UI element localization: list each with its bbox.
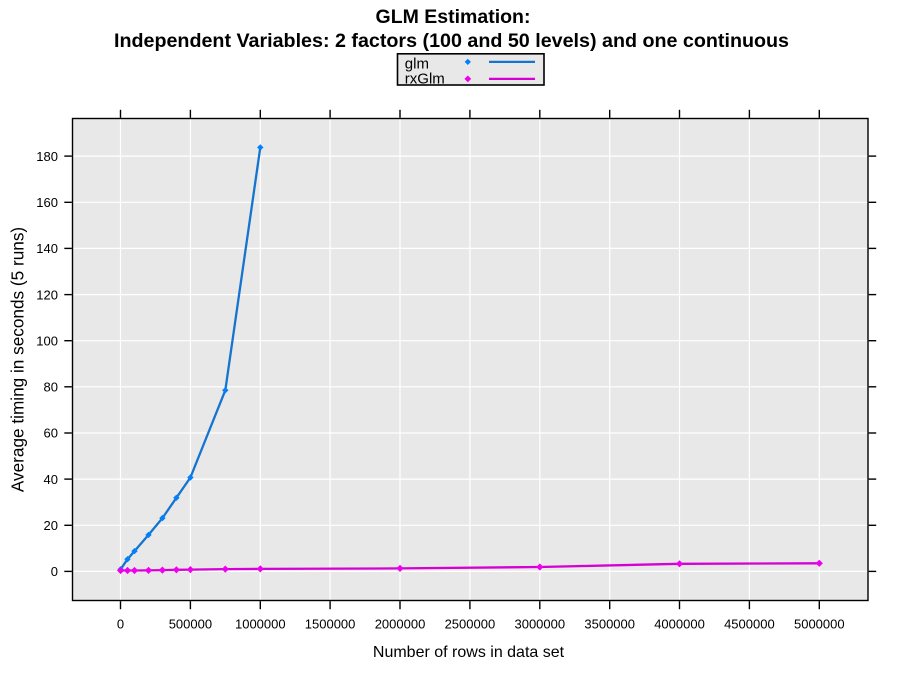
- svg-text:GLM Estimation:: GLM Estimation:: [376, 6, 531, 28]
- svg-text:140: 140: [36, 241, 58, 256]
- svg-text:0: 0: [117, 617, 124, 632]
- svg-text:500000: 500000: [169, 617, 212, 632]
- svg-text:0: 0: [51, 564, 58, 579]
- svg-text:2000000: 2000000: [375, 617, 426, 632]
- svg-text:60: 60: [44, 426, 58, 441]
- svg-text:40: 40: [44, 472, 58, 487]
- svg-text:Number of rows in data set: Number of rows in data set: [373, 644, 565, 661]
- svg-text:3500000: 3500000: [584, 617, 635, 632]
- svg-text:100: 100: [36, 333, 58, 348]
- svg-text:5000000: 5000000: [794, 617, 845, 632]
- svg-text:80: 80: [44, 380, 58, 395]
- svg-text:180: 180: [36, 149, 58, 164]
- svg-text:3000000: 3000000: [514, 617, 565, 632]
- svg-text:glm: glm: [405, 55, 429, 72]
- svg-text:4000000: 4000000: [654, 617, 705, 632]
- svg-text:160: 160: [36, 195, 58, 210]
- svg-text:120: 120: [36, 287, 58, 302]
- svg-text:Independent Variables: 2 facto: Independent Variables: 2 factors (100 an…: [114, 30, 789, 52]
- svg-text:rxGlm: rxGlm: [405, 71, 445, 88]
- svg-text:1500000: 1500000: [305, 617, 356, 632]
- svg-text:2500000: 2500000: [445, 617, 496, 632]
- svg-text:20: 20: [44, 518, 58, 533]
- svg-text:4500000: 4500000: [724, 617, 775, 632]
- svg-text:Average timing in seconds (5 r: Average timing in seconds (5 runs): [8, 227, 28, 492]
- svg-text:1000000: 1000000: [235, 617, 286, 632]
